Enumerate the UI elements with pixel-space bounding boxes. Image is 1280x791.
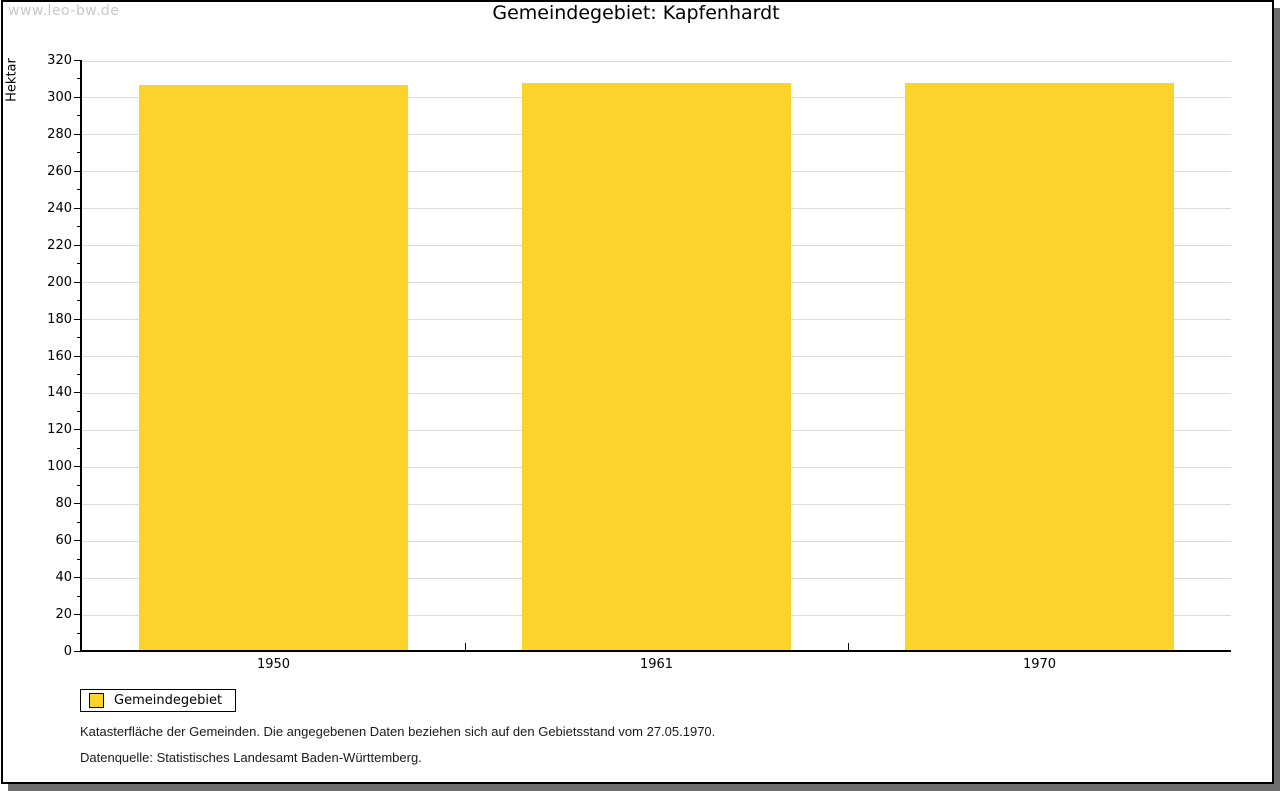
y-axis-tick xyxy=(74,244,82,246)
y-axis-tick xyxy=(74,133,82,135)
y-axis-tick xyxy=(74,96,82,98)
y-axis-tick xyxy=(74,429,82,431)
y-axis-tick xyxy=(74,281,82,283)
y-axis-tick-label: 160 xyxy=(47,348,72,364)
x-axis-label: 1950 xyxy=(256,657,291,672)
x-axis-line xyxy=(80,650,1231,652)
y-axis-minor-tick xyxy=(77,337,82,339)
chart-title: Gemeindegebiet: Kapfenhardt xyxy=(492,2,780,24)
y-axis-title: Hektar xyxy=(4,58,20,102)
y-axis-minor-tick xyxy=(77,410,82,412)
y-axis-tick-label: 200 xyxy=(47,274,72,290)
y-axis-tick-label: 20 xyxy=(55,607,72,623)
y-axis-tick xyxy=(74,577,82,579)
y-axis-tick-label: 320 xyxy=(47,53,72,68)
y-axis-minor-tick xyxy=(77,78,82,80)
y-axis-tick xyxy=(74,651,82,652)
y-axis-tick-label: 140 xyxy=(47,385,72,401)
y-axis-minor-tick xyxy=(77,263,82,265)
y-axis-tick-label: 120 xyxy=(47,422,72,438)
y-axis-tick-label: 240 xyxy=(47,200,72,216)
x-axis-label: 1970 xyxy=(1022,657,1057,672)
y-axis-tick xyxy=(74,503,82,505)
y-axis-tick-label: 100 xyxy=(47,459,72,475)
y-axis-tick-label: 260 xyxy=(47,163,72,179)
y-axis-minor-tick xyxy=(77,152,82,154)
y-axis-minor-tick xyxy=(77,447,82,449)
y-axis-minor-tick xyxy=(77,632,82,634)
gridline xyxy=(82,60,1231,62)
y-axis-tick-label: 180 xyxy=(47,311,72,327)
y-axis-tick-label: 60 xyxy=(55,533,72,549)
y-axis-minor-tick xyxy=(77,373,82,375)
legend-swatch-icon xyxy=(89,693,104,708)
legend[interactable]: Gemeindegebiet xyxy=(80,689,237,712)
page-shadow-bottom xyxy=(8,784,1280,791)
y-axis-tick-label: 40 xyxy=(55,570,72,586)
footnote-line-2: Datenquelle: Statistisches Landesamt Bad… xyxy=(80,750,422,765)
y-axis-minor-tick xyxy=(77,521,82,523)
y-axis-tick-label: 300 xyxy=(47,89,72,105)
y-axis-tick xyxy=(74,318,82,320)
y-axis-tick xyxy=(74,355,82,357)
bar-1961[interactable] xyxy=(522,83,791,650)
y-axis-tick-label: 80 xyxy=(55,496,72,512)
watermark: www.leo-bw.de xyxy=(8,3,120,19)
y-axis-tick-label: 280 xyxy=(47,126,72,142)
y-axis-tick xyxy=(74,170,82,172)
y-axis-minor-tick xyxy=(77,189,82,191)
y-axis-tick xyxy=(74,392,82,394)
y-axis-minor-tick xyxy=(77,115,82,117)
page-shadow-right xyxy=(1274,8,1280,791)
y-axis-minor-tick xyxy=(77,300,82,302)
y-axis-minor-tick xyxy=(77,484,82,486)
y-axis-minor-tick xyxy=(77,595,82,597)
x-axis-label: 1961 xyxy=(639,657,674,672)
y-axis-tick xyxy=(74,466,82,468)
y-axis-minor-tick xyxy=(77,226,82,228)
y-axis-line xyxy=(80,61,82,652)
y-axis-tick xyxy=(74,60,82,61)
y-axis-minor-tick xyxy=(77,558,82,560)
plot-area xyxy=(74,60,1231,652)
legend-label: Gemeindegebiet xyxy=(114,693,223,708)
footnote-line-1: Katasterfläche der Gemeinden. Die angege… xyxy=(80,724,716,739)
x-axis-tick xyxy=(848,643,849,650)
y-axis-tick xyxy=(74,614,82,616)
bar-1950[interactable] xyxy=(139,85,408,650)
bar-1970[interactable] xyxy=(905,83,1174,650)
y-axis-tick-label: 0 xyxy=(63,644,72,659)
x-axis-tick xyxy=(465,643,466,650)
y-axis-tick-label: 220 xyxy=(47,237,72,253)
y-axis-tick xyxy=(74,540,82,542)
y-axis-tick xyxy=(74,207,82,209)
